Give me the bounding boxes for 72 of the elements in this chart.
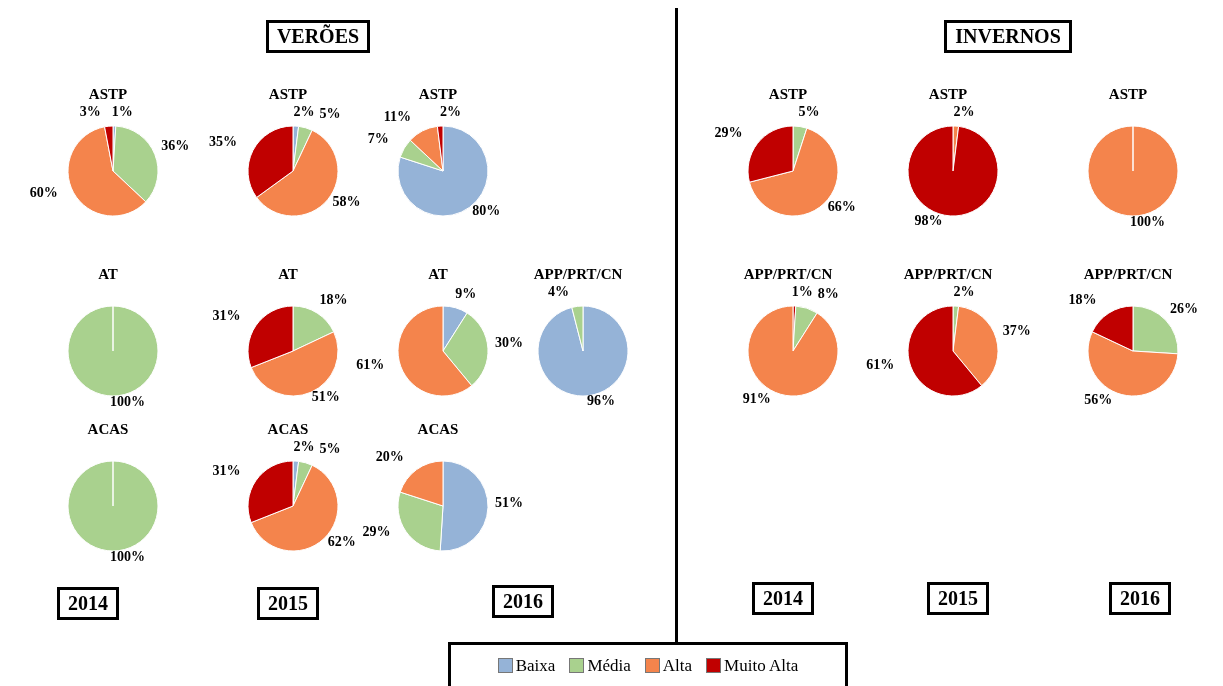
- data-label: 5%: [319, 105, 341, 121]
- data-label: 61%: [356, 357, 385, 373]
- data-label: 26%: [1170, 300, 1199, 316]
- text: 2016: [492, 584, 554, 618]
- data-label: 56%: [1084, 391, 1113, 407]
- legend-label: Baixa: [514, 655, 556, 676]
- chart-title: ASTP: [767, 86, 809, 104]
- data-label: 29%: [714, 124, 743, 140]
- data-label: 100%: [1130, 213, 1165, 229]
- data-label: 8%: [817, 286, 839, 302]
- data-label: 5%: [798, 104, 820, 120]
- chart-title: ASTP: [418, 86, 458, 102]
- data-label: 7%: [367, 130, 389, 146]
- data-label: 96%: [586, 393, 615, 409]
- data-label: 98%: [914, 213, 943, 229]
- data-label: 4%: [548, 283, 570, 299]
- data-label: 9%: [455, 285, 477, 301]
- chart-title: ASTP: [928, 86, 968, 102]
- text: 2014: [57, 586, 119, 620]
- data-label: 80%: [472, 203, 501, 218]
- data-label: 2%: [293, 103, 315, 119]
- data-label: 3%: [79, 103, 101, 119]
- legend-label: Média: [586, 655, 631, 676]
- data-label: 20%: [375, 449, 404, 464]
- text: 2015: [927, 581, 989, 615]
- data-label: 2%: [440, 103, 461, 119]
- data-label: 36%: [161, 138, 190, 154]
- text: INVERNOS: [944, 19, 1072, 53]
- chart-title: AT: [97, 266, 119, 284]
- data-label: 2%: [953, 103, 975, 119]
- data-label: 11%: [383, 109, 412, 125]
- chart-title: APP/PRT/CN: [533, 266, 623, 282]
- legend-label: Muito Alta: [723, 655, 799, 676]
- chart-title: APP/PRT/CN: [1082, 266, 1174, 284]
- data-label: 31%: [212, 462, 241, 478]
- data-label: 35%: [208, 133, 237, 149]
- data-label: 2%: [953, 283, 975, 299]
- legend-label: Alta: [661, 655, 693, 676]
- chart-title: ACAS: [267, 421, 309, 437]
- data-label: 60%: [29, 185, 58, 200]
- chart-title: ACAS: [416, 421, 460, 439]
- data-label: 30%: [494, 335, 523, 351]
- chart-title: ACAS: [86, 421, 130, 439]
- data-label: 91%: [742, 391, 771, 407]
- data-label: 29%: [362, 524, 391, 540]
- chart-title: APP/PRT/CN: [903, 266, 993, 282]
- chart-title: AT: [277, 266, 299, 284]
- chart-title: ASTP: [88, 86, 128, 102]
- data-label: 5%: [319, 440, 341, 456]
- chart-title: ASTP: [268, 86, 308, 102]
- text: 2014: [752, 581, 814, 615]
- data-label: 18%: [319, 292, 348, 308]
- text: VERÕES: [265, 19, 371, 53]
- data-label: 61%: [866, 357, 895, 373]
- data-label: 1%: [791, 283, 813, 299]
- data-label: 100%: [110, 548, 145, 564]
- text: 2015: [257, 586, 319, 620]
- data-label: 31%: [212, 307, 241, 323]
- chart-title: AT: [427, 266, 449, 284]
- data-label: 18%: [1068, 292, 1097, 308]
- data-label: 2%: [293, 438, 315, 454]
- data-label: 58%: [332, 193, 361, 209]
- data-label: 100%: [110, 393, 145, 409]
- data-label: 37%: [1002, 323, 1031, 339]
- data-label: 1%: [111, 103, 133, 119]
- data-label: 51%: [311, 388, 340, 404]
- data-label: 62%: [327, 533, 356, 549]
- text: 2016: [1109, 581, 1171, 615]
- chart-title: APP/PRT/CN: [743, 266, 833, 282]
- chart-title: ASTP: [1107, 86, 1149, 104]
- data-label: 66%: [827, 198, 856, 214]
- data-label: 51%: [494, 495, 523, 511]
